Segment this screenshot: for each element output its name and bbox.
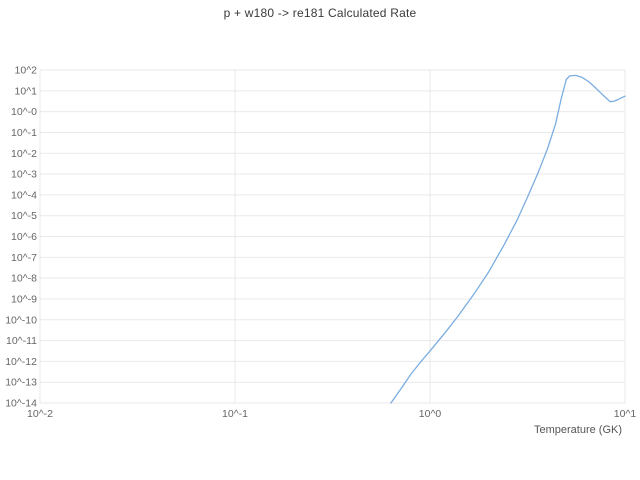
y-tick-label: 10^-7 — [11, 252, 37, 264]
y-tick-label: 10^2 — [15, 65, 38, 77]
y-tick-label: 10^-11 — [6, 335, 37, 347]
y-tick-label: 10^-5 — [11, 210, 37, 222]
x-axis-label: Temperature (GK) — [533, 424, 622, 436]
x-tick-label: 10^-1 — [222, 408, 248, 420]
rate-curve — [390, 74, 626, 404]
y-tick-label: 10^-10 — [5, 314, 37, 326]
y-tick-label: 10^-0 — [11, 106, 37, 118]
x-tick-label: 10^1 — [614, 408, 637, 420]
y-tick-label: 10^-3 — [11, 169, 37, 181]
y-tick-label: 10^-9 — [11, 293, 37, 305]
y-tick-label: 10^1 — [15, 85, 38, 97]
x-tick-label: 10^0 — [419, 408, 442, 420]
chart-title: p + w180 -> re181 Calculated Rate — [223, 6, 417, 20]
y-tick-label: 10^-1 — [11, 127, 37, 139]
y-tick-label: 10^-2 — [11, 148, 37, 160]
y-tick-label: 10^-14 — [5, 398, 37, 410]
x-tick-label: 10^-2 — [27, 408, 53, 420]
y-tick-label: 10^-8 — [11, 273, 37, 285]
y-tick-label: 10^-4 — [11, 189, 37, 201]
y-tick-label: 10^-13 — [5, 377, 37, 389]
y-tick-label: 10^-6 — [11, 231, 37, 243]
y-tick-label: 10^-12 — [5, 356, 37, 368]
